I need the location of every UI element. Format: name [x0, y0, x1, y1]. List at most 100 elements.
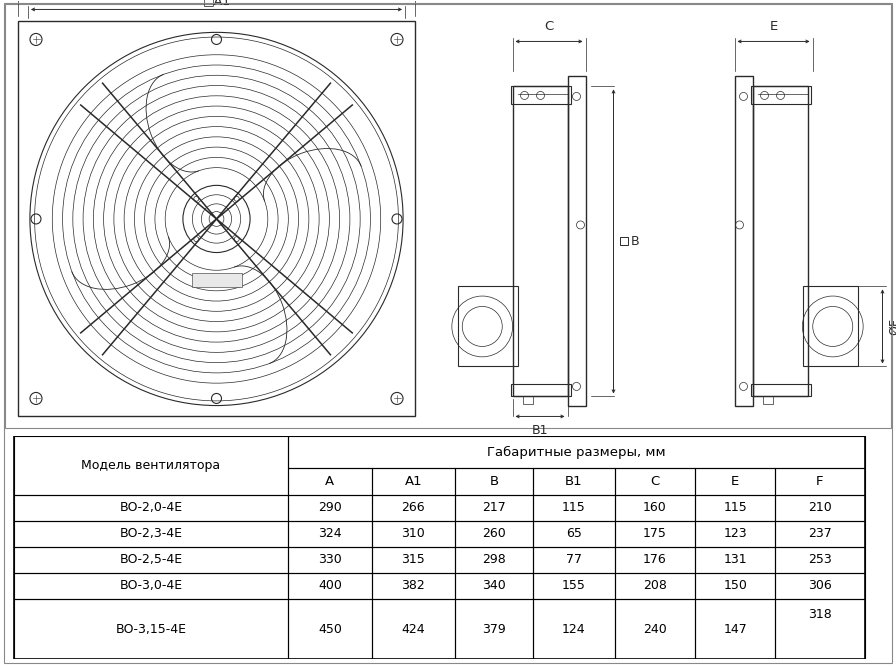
Text: F: F: [816, 475, 823, 488]
Text: 253: 253: [808, 553, 831, 566]
Text: 260: 260: [482, 527, 506, 540]
Bar: [533, 573, 615, 599]
Text: 124: 124: [562, 623, 586, 635]
Bar: [695, 547, 775, 573]
Text: C: C: [650, 475, 659, 488]
Text: 176: 176: [643, 553, 667, 566]
Text: 310: 310: [401, 527, 425, 540]
Text: 77: 77: [566, 553, 582, 566]
Bar: [289, 573, 372, 599]
Bar: [455, 573, 533, 599]
Text: ВО-2,0-4Е: ВО-2,0-4Е: [119, 501, 183, 514]
Bar: [372, 547, 455, 573]
Text: E: E: [731, 475, 739, 488]
Text: 450: 450: [318, 623, 342, 635]
Bar: [455, 468, 533, 495]
Bar: [372, 573, 455, 599]
Bar: [289, 495, 372, 521]
Text: ВО-2,3-4Е: ВО-2,3-4Е: [119, 527, 183, 540]
Text: 266: 266: [401, 501, 425, 514]
Text: 240: 240: [643, 623, 667, 635]
Text: 155: 155: [562, 579, 586, 593]
Text: ВО-3,15-4Е: ВО-3,15-4Е: [116, 623, 186, 635]
Bar: [695, 521, 775, 547]
Bar: [751, 87, 811, 105]
Bar: [775, 547, 865, 573]
Bar: [289, 547, 372, 573]
Bar: [695, 468, 775, 495]
Bar: [455, 521, 533, 547]
Text: A1: A1: [404, 475, 422, 488]
Bar: [511, 384, 571, 396]
Bar: [615, 573, 695, 599]
Text: 210: 210: [808, 501, 831, 514]
Bar: [13, 436, 289, 495]
Bar: [775, 468, 865, 495]
Bar: [13, 547, 289, 573]
Bar: [735, 77, 753, 406]
Text: ØF: ØF: [889, 318, 896, 335]
Bar: [762, 396, 772, 404]
Text: 147: 147: [723, 623, 747, 635]
Bar: [753, 87, 807, 396]
Bar: [615, 468, 695, 495]
Bar: [13, 521, 289, 547]
Text: 324: 324: [318, 527, 341, 540]
Text: Габаритные размеры, мм: Габаритные размеры, мм: [487, 446, 666, 459]
Text: 175: 175: [642, 527, 667, 540]
Bar: [615, 547, 695, 573]
Bar: [775, 521, 865, 547]
Bar: [455, 599, 533, 659]
Bar: [13, 599, 289, 659]
Text: B1: B1: [565, 475, 582, 488]
Bar: [615, 495, 695, 521]
Bar: [533, 599, 615, 659]
Bar: [619, 238, 627, 246]
Text: 150: 150: [723, 579, 747, 593]
Bar: [289, 599, 372, 659]
Text: B: B: [489, 475, 498, 488]
Bar: [522, 396, 532, 404]
Bar: [372, 521, 455, 547]
Bar: [533, 468, 615, 495]
Text: B: B: [631, 235, 639, 248]
Text: 379: 379: [482, 623, 506, 635]
Text: 217: 217: [482, 501, 506, 514]
Text: 424: 424: [401, 623, 425, 635]
Text: 306: 306: [808, 579, 831, 593]
Text: C: C: [545, 21, 554, 33]
Bar: [695, 599, 775, 659]
Text: 123: 123: [723, 527, 747, 540]
Bar: [289, 468, 372, 495]
Text: 330: 330: [318, 553, 341, 566]
Bar: [775, 599, 865, 659]
Bar: [567, 77, 585, 406]
Bar: [458, 286, 518, 366]
Text: A: A: [325, 475, 334, 488]
Text: B1: B1: [531, 424, 548, 438]
Bar: [455, 495, 533, 521]
Bar: [533, 521, 615, 547]
Text: 315: 315: [401, 553, 425, 566]
Bar: [695, 495, 775, 521]
Text: 115: 115: [562, 501, 586, 514]
Text: 131: 131: [723, 553, 747, 566]
Bar: [513, 87, 567, 396]
Bar: [803, 286, 857, 366]
Text: 290: 290: [318, 501, 341, 514]
Bar: [615, 521, 695, 547]
Text: ВО-3,0-4Е: ВО-3,0-4Е: [119, 579, 183, 593]
Bar: [13, 495, 289, 521]
Bar: [18, 21, 415, 416]
Text: 160: 160: [643, 501, 667, 514]
Bar: [289, 521, 372, 547]
Text: 65: 65: [566, 527, 582, 540]
Text: 382: 382: [401, 579, 425, 593]
Bar: [13, 573, 289, 599]
Bar: [533, 495, 615, 521]
Bar: [289, 436, 865, 468]
Text: 115: 115: [723, 501, 747, 514]
Bar: [775, 573, 865, 599]
Text: E: E: [770, 21, 778, 33]
Text: Модель вентилятора: Модель вентилятора: [82, 459, 220, 472]
